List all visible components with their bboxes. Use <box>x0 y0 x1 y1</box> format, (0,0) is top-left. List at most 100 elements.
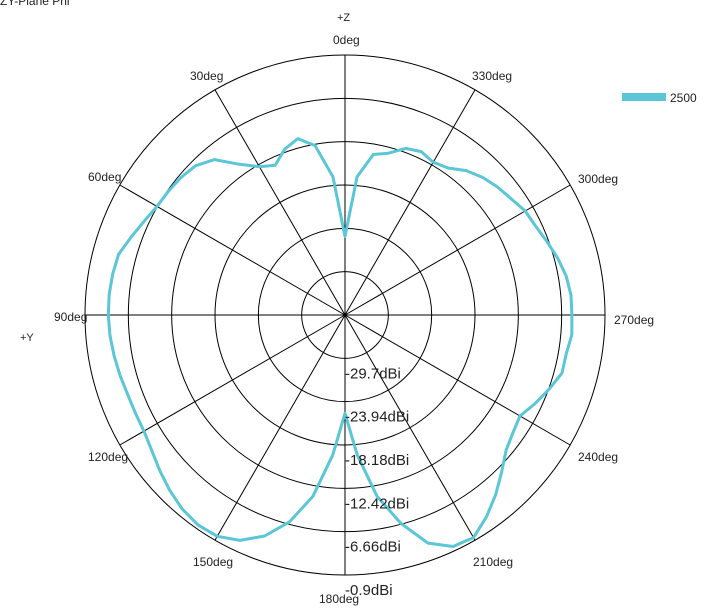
data-point <box>109 334 111 337</box>
data-point <box>548 388 550 391</box>
angle-label-90: 90deg <box>54 310 87 324</box>
data-point <box>312 495 314 498</box>
data-point <box>565 353 567 355</box>
grid-spoke-30 <box>214 89 346 316</box>
angle-label-180: 180deg <box>319 592 359 606</box>
data-point <box>356 454 359 456</box>
angle-label-30: 30deg <box>190 69 223 83</box>
data-point <box>197 524 199 526</box>
left-axis-label: +Y <box>20 332 34 344</box>
data-point <box>432 161 435 163</box>
data-point <box>565 275 567 277</box>
data-point <box>143 220 145 223</box>
radial-tick-label-2: -23.94dBi <box>345 409 409 426</box>
data-point <box>216 535 219 538</box>
data-point <box>332 175 334 178</box>
data-point <box>117 253 120 256</box>
data-point <box>181 508 183 510</box>
data-point <box>344 235 346 238</box>
data-point <box>134 412 137 414</box>
data-point <box>372 153 375 156</box>
data-point <box>496 186 499 188</box>
data-point <box>571 314 573 316</box>
data-point <box>119 374 121 377</box>
data-point <box>570 294 572 297</box>
top-axis-label: +Z <box>337 12 350 24</box>
data-point <box>500 470 503 473</box>
series-line-2500 <box>106 137 574 548</box>
radial-tick-label-6: -0.9dBi <box>345 582 393 599</box>
data-point <box>126 393 129 395</box>
data-point <box>344 412 346 415</box>
data-point <box>314 144 316 147</box>
angle-label-300: 300deg <box>578 172 618 186</box>
data-point <box>143 430 145 432</box>
grid-spoke-210 <box>344 314 476 541</box>
angle-label-120: 120deg <box>88 450 128 464</box>
data-point <box>213 158 216 161</box>
data-point <box>283 148 286 150</box>
data-point <box>556 257 559 259</box>
radial-tick-label-5: -6.66dBi <box>345 539 401 556</box>
data-point <box>194 164 197 167</box>
data-point <box>130 236 132 238</box>
data-point <box>494 493 497 496</box>
data-point <box>288 521 291 523</box>
data-point <box>519 415 521 417</box>
data-point <box>274 164 277 167</box>
data-point <box>107 314 110 316</box>
data-point <box>485 516 488 518</box>
data-point <box>505 449 507 452</box>
data-point <box>332 454 334 456</box>
grid-spoke-330 <box>344 89 476 316</box>
grid-spoke-60 <box>119 184 346 316</box>
grid-spoke-150 <box>214 314 346 541</box>
radial-tick-label-4: -12.42dBi <box>345 495 409 512</box>
angle-label-270: 270deg <box>614 313 654 327</box>
data-point <box>238 163 241 166</box>
legend-swatch <box>622 93 666 101</box>
data-point <box>108 293 110 296</box>
data-point <box>452 545 454 548</box>
data-point <box>167 190 170 193</box>
data-point <box>113 354 115 357</box>
data-point <box>156 205 158 208</box>
grid-spoke-240 <box>344 314 571 446</box>
data-point <box>150 449 153 452</box>
data-point <box>180 176 182 179</box>
data-point <box>158 469 161 472</box>
data-point <box>512 431 514 434</box>
grid-spoke-300 <box>344 184 571 316</box>
data-point <box>571 334 573 336</box>
angle-label-60: 60deg <box>88 170 121 184</box>
data-point <box>546 240 548 243</box>
angle-label-330: 330deg <box>472 69 512 83</box>
data-point <box>481 176 484 179</box>
data-point <box>510 197 512 200</box>
data-point <box>534 402 536 405</box>
data-point <box>524 210 526 212</box>
data-point <box>297 137 299 140</box>
angle-label-150: 150deg <box>193 555 233 569</box>
data-point <box>404 147 407 150</box>
data-point <box>168 489 171 492</box>
data-point <box>561 372 563 374</box>
chart-title: ZY-Plane Phi <box>0 0 70 8</box>
grid-spoke-120 <box>119 314 346 446</box>
data-point <box>420 150 423 153</box>
data-point <box>387 152 390 154</box>
data-point <box>258 165 261 168</box>
data-point <box>427 542 429 544</box>
radial-tick-label-1: -29.7dBi <box>345 365 401 382</box>
data-point <box>376 495 378 498</box>
data-point <box>111 273 114 275</box>
angle-label-210: 210deg <box>473 555 513 569</box>
angle-label-240: 240deg <box>578 450 618 464</box>
angle-label-0: 0deg <box>333 33 360 47</box>
radial-tick-label-3: -18.18dBi <box>345 452 409 469</box>
data-point <box>356 175 358 178</box>
data-point <box>400 522 402 525</box>
data-point <box>447 167 449 169</box>
data-point <box>472 536 475 539</box>
